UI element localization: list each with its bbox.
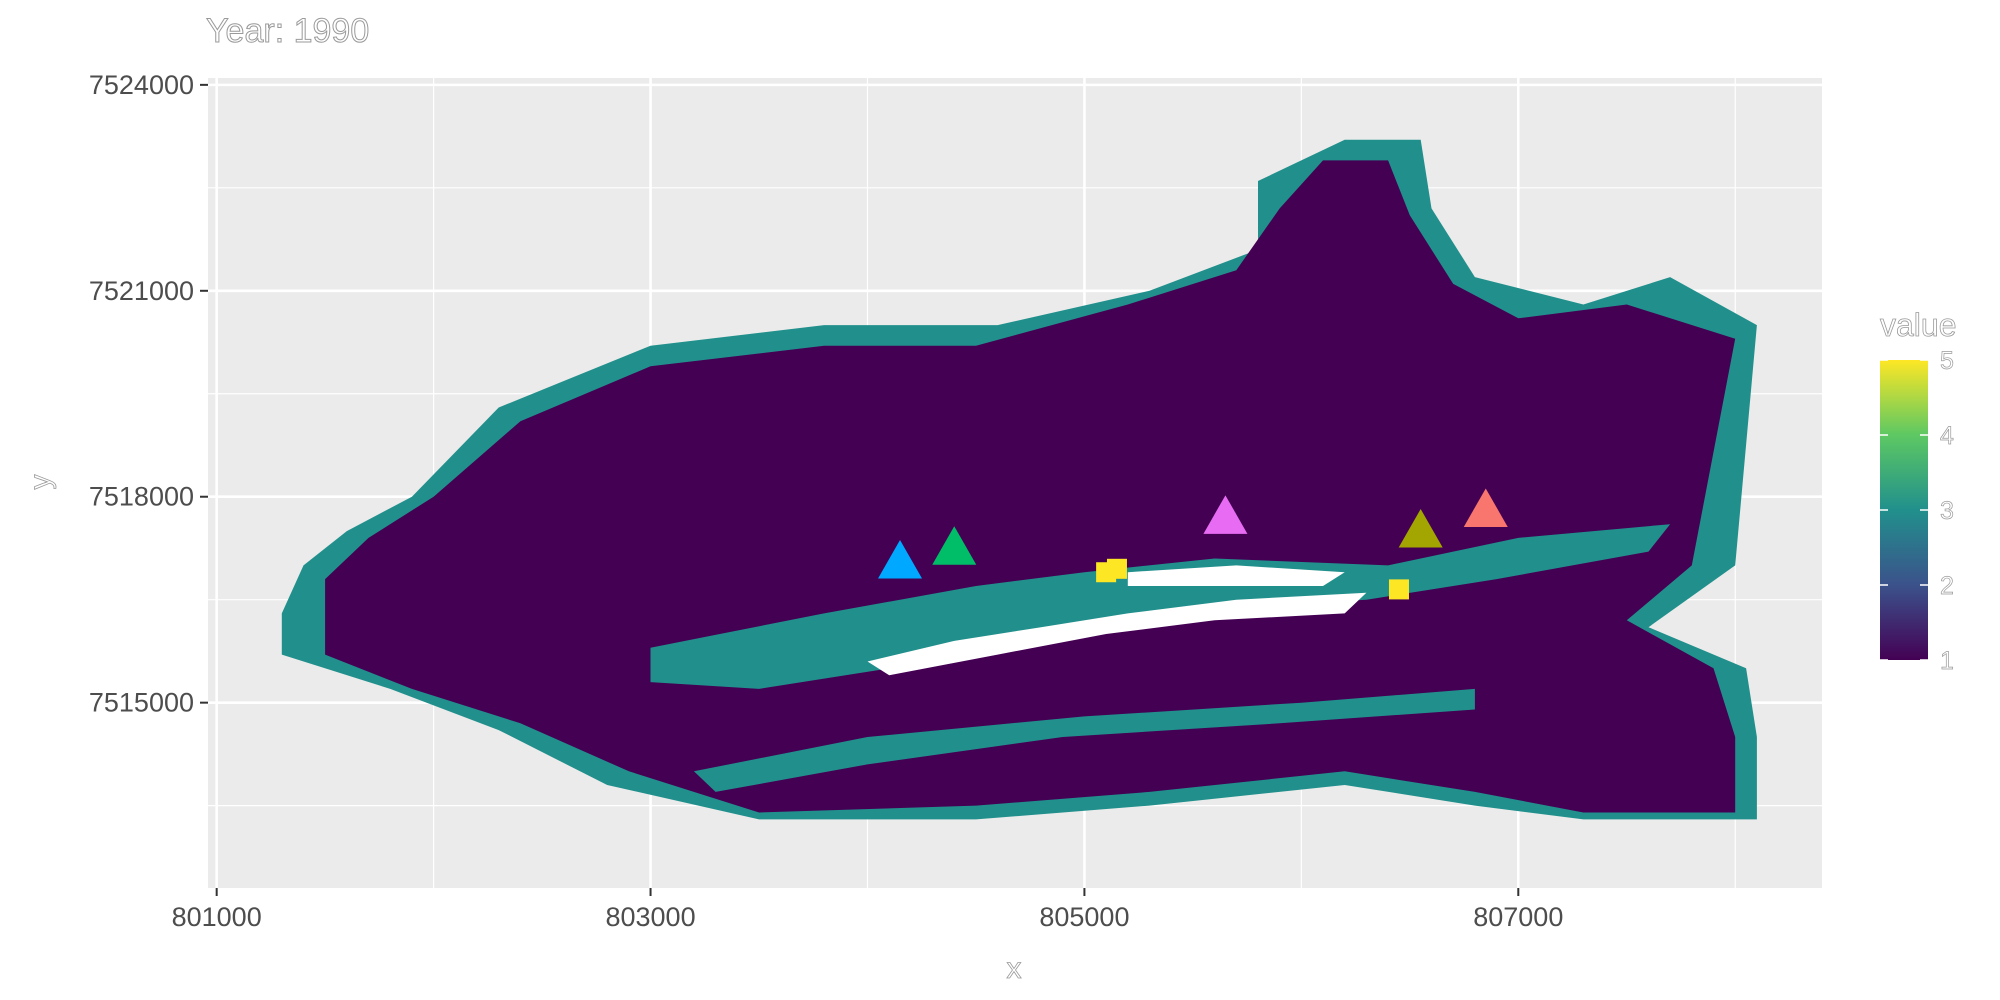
y-tick-label: 7515000: [89, 688, 194, 718]
legend-label: 3: [1940, 497, 1954, 525]
site-marker-triangle-0: [878, 539, 923, 579]
legend-label: 5: [1940, 347, 1954, 375]
x-tick-label: 805000: [1039, 902, 1129, 932]
y-tick-label: 7524000: [89, 70, 194, 100]
raster-gap-1: [1127, 565, 1345, 586]
legend-label: 4: [1940, 422, 1954, 450]
color-legend: value 1 2 3 4 5: [1880, 307, 1957, 676]
raster-gap-0: [867, 592, 1367, 676]
site-markers: [878, 488, 1508, 579]
x-tick-label: 801000: [172, 902, 262, 932]
site-marker-triangle-4: [1463, 488, 1508, 527]
legend-label: 1: [1940, 647, 1954, 675]
raster-region-3: [693, 688, 1475, 792]
site-marker-triangle-1: [932, 526, 977, 565]
raster-patch-2: [1388, 579, 1409, 600]
y-tick-label: 7521000: [89, 276, 194, 306]
x-tick-label: 803000: [605, 902, 695, 932]
x-tick-label: 807000: [1473, 902, 1563, 932]
raster-region-2: [650, 524, 1671, 689]
x-axis-title: x: [1007, 952, 1022, 985]
chart-title: Year: 1990: [205, 12, 370, 51]
legend-label: 2: [1940, 572, 1954, 600]
y-axis-title: y: [24, 475, 57, 490]
legend-title: value: [1880, 307, 1957, 343]
site-marker-triangle-3: [1398, 509, 1443, 548]
y-tick-label: 7518000: [89, 482, 194, 512]
raster-patch-1: [1106, 558, 1127, 579]
site-marker-triangle-2: [1203, 495, 1248, 534]
raster-regions: [281, 139, 1757, 820]
axes: 801000 803000 805000 807000 7515000 7518000 75…: [89, 70, 1563, 932]
